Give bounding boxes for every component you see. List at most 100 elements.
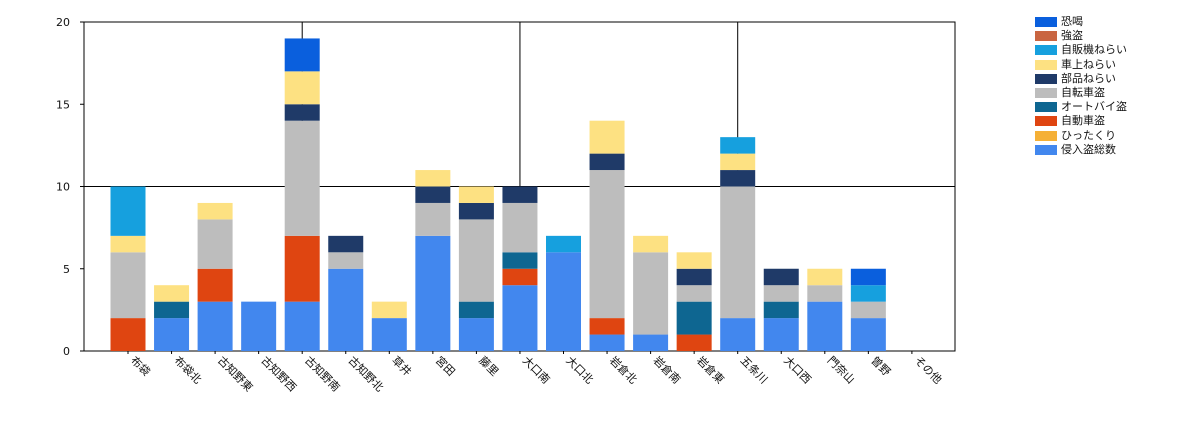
legend-swatch: [1035, 102, 1057, 113]
bar-1-series-6: [154, 285, 190, 302]
bar-3-series-0: [241, 301, 277, 351]
y-tick-label-5: 5: [63, 263, 70, 276]
legend-item: 侵入盗総数: [1035, 143, 1127, 157]
legend: 恐喝 強盗 自販機ねらい 車上ねらい 部品ねらい 自転車盗 オートバイ盗 自動車盗 ひったくり侵…: [1035, 15, 1127, 157]
bar-1-series-0: [154, 318, 190, 351]
legend-label: 侵入盗総数: [1061, 142, 1116, 156]
bar-12-series-6: [633, 235, 669, 253]
bar-9-series-3: [502, 252, 538, 269]
bar-16-series-6: [807, 268, 843, 286]
bar-7-series-4: [415, 202, 451, 236]
legend-item: ひったくり: [1035, 129, 1127, 143]
bar-11-series-0: [589, 334, 625, 351]
x-tick-label-1: 布袋北: [171, 353, 204, 386]
x-tick-label-4: 古知野南: [302, 353, 343, 394]
bar-13-series-5: [676, 268, 712, 286]
bar-14-series-0: [720, 318, 756, 351]
bar-4-series-9: [284, 38, 320, 72]
legend-swatch: [1035, 144, 1057, 155]
x-tick-label-17: 曽野: [868, 353, 893, 378]
x-tick-label-16: 門奈山: [825, 353, 858, 386]
legend-item: 車上ねらい: [1035, 58, 1127, 72]
bar-0-series-6: [110, 235, 146, 253]
legend-label: 自販機ねらい: [1061, 43, 1127, 57]
bar-2-series-4: [197, 219, 233, 269]
bar-13-series-2: [676, 334, 712, 351]
bar-16-series-0: [807, 301, 843, 351]
y-tick-label-20: 20: [56, 16, 70, 29]
bar-5-series-4: [328, 252, 364, 269]
x-tick-label-10: 大口北: [563, 353, 596, 386]
bar-11-series-4: [589, 170, 625, 319]
y-tick-label-0: 0: [63, 345, 70, 358]
bar-6-series-6: [371, 301, 407, 319]
bar-8-series-4: [458, 219, 494, 302]
legend-swatch: [1035, 45, 1057, 56]
bar-16-series-4: [807, 285, 843, 302]
legend-item: 部品ねらい: [1035, 72, 1127, 86]
bar-5-series-5: [328, 235, 364, 253]
legend-swatch: [1035, 31, 1057, 42]
bar-9-series-0: [502, 285, 538, 351]
bar-9-series-2: [502, 268, 538, 286]
bar-15-series-3: [763, 301, 799, 319]
legend-item: 自転車盗: [1035, 86, 1127, 100]
bar-2-series-6: [197, 202, 233, 220]
x-tick-label-18: その他: [912, 354, 945, 387]
x-tick-label-15: 大口西: [781, 353, 814, 386]
bar-2-series-0: [197, 301, 233, 351]
legend-swatch: [1035, 17, 1057, 28]
legend-swatch: [1035, 88, 1057, 99]
bar-14-series-4: [720, 186, 756, 319]
bar-17-series-9: [850, 268, 886, 286]
legend-item: 自動車盗: [1035, 114, 1127, 128]
bar-13-series-6: [676, 252, 712, 269]
bar-5-series-0: [328, 268, 364, 351]
bar-14-series-7: [720, 137, 756, 154]
bar-4-series-6: [284, 71, 320, 105]
bar-7-series-6: [415, 170, 451, 187]
bar-9-series-4: [502, 202, 538, 253]
bar-11-series-2: [589, 318, 625, 335]
bar-12-series-0: [633, 334, 669, 351]
bar-8-series-0: [458, 318, 494, 351]
bar-8-series-6: [458, 186, 494, 203]
x-tick-label-9: 大口南: [520, 353, 553, 386]
bar-13-series-3: [676, 301, 712, 335]
bar-0-series-4: [110, 252, 146, 319]
legend-swatch: [1035, 116, 1057, 127]
bar-17-series-0: [850, 318, 886, 351]
bar-0-series-7: [110, 186, 146, 236]
x-tick-label-0: 布袋: [128, 353, 153, 378]
bar-15-series-4: [763, 285, 799, 302]
bar-2-series-2: [197, 268, 233, 302]
bar-6-series-0: [371, 318, 407, 351]
x-tick-label-5: 古知野北: [346, 353, 387, 394]
legend-swatch: [1035, 59, 1057, 70]
legend-label: 車上ねらい: [1061, 57, 1116, 71]
x-tick-label-3: 古知野西: [259, 353, 300, 394]
bar-4-series-0: [284, 301, 320, 351]
x-tick-label-14: 五条川: [738, 353, 771, 386]
bar-11-series-5: [589, 153, 625, 171]
legend-label: 自動車盗: [1061, 114, 1105, 128]
legend-label: 部品ねらい: [1061, 71, 1116, 85]
bar-8-series-5: [458, 202, 494, 220]
bar-1-series-3: [154, 301, 190, 319]
bar-14-series-5: [720, 170, 756, 187]
bar-8-series-3: [458, 301, 494, 319]
legend-item: 強盗: [1035, 29, 1127, 43]
legend-swatch: [1035, 73, 1057, 84]
legend-item: 自販機ねらい: [1035, 43, 1127, 57]
bar-17-series-7: [850, 285, 886, 302]
bar-10-series-0: [546, 252, 581, 351]
bar-4-series-4: [284, 120, 320, 236]
legend-label: 自転車盗: [1061, 86, 1105, 100]
bar-9-series-5: [502, 186, 538, 203]
legend-swatch: [1035, 130, 1057, 141]
bar-4-series-5: [284, 104, 320, 121]
legend-label: オートバイ盗: [1061, 100, 1127, 114]
x-tick-label-8: 藤里: [476, 354, 501, 379]
bar-4-series-2: [284, 235, 320, 302]
